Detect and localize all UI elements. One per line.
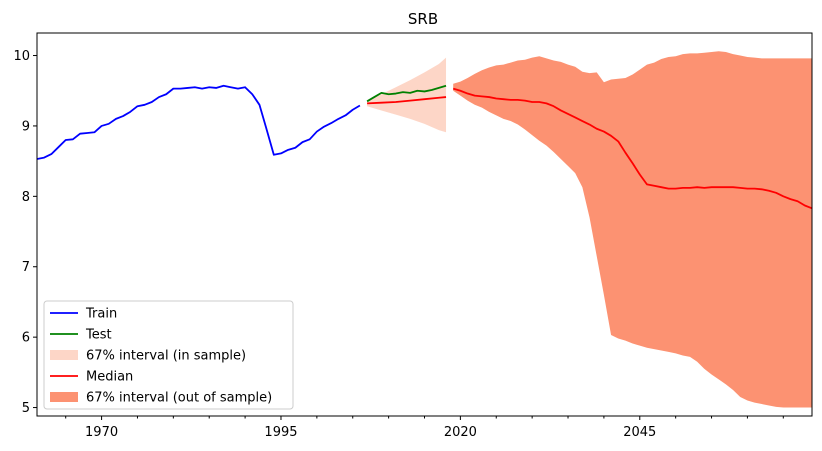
legend-label-67-interval-in-sample: 67% interval (in sample) <box>86 349 246 364</box>
axes: 1970 1995 2020 2045 5 6 7 8 9 10 <box>13 49 784 440</box>
legend-label-test: Test <box>85 328 112 343</box>
x-tick-label-2045: 2045 <box>623 425 656 440</box>
band-67-interval-out-of-sample <box>453 51 812 408</box>
legend-swatch-67-interval-in-sample <box>50 350 78 360</box>
y-tick-label-6: 6 <box>22 331 30 346</box>
line-median-seg1 <box>367 96 447 105</box>
y-tick-label-8: 8 <box>22 190 30 205</box>
y-tick-label-10: 10 <box>13 49 30 64</box>
legend-label-median: Median <box>86 370 133 385</box>
x-tick-label-2020: 2020 <box>444 425 477 440</box>
legend-swatch-67-interval-out-of-sample <box>50 392 78 402</box>
legend: Train Test 67% interval (in sample) Median 6… <box>43 300 294 410</box>
x-tick-label-1970: 1970 <box>85 425 118 440</box>
line-test <box>366 84 447 103</box>
legend-label-67-interval-out-of-sample: 67% interval (out of sample) <box>86 391 272 406</box>
legend-label-train: Train <box>85 307 117 322</box>
x-tick-label-1995: 1995 <box>264 425 297 440</box>
y-tick-label-9: 9 <box>22 119 30 134</box>
chart-title: SRB <box>408 10 438 28</box>
line-median-seg2 <box>452 87 812 210</box>
y-tick-label-7: 7 <box>22 260 30 275</box>
y-tick-label-5: 5 <box>22 401 30 416</box>
plot-area <box>37 51 812 408</box>
line-train <box>37 84 361 160</box>
legend-box <box>43 300 294 410</box>
band-67-interval-in-sample <box>367 57 447 133</box>
